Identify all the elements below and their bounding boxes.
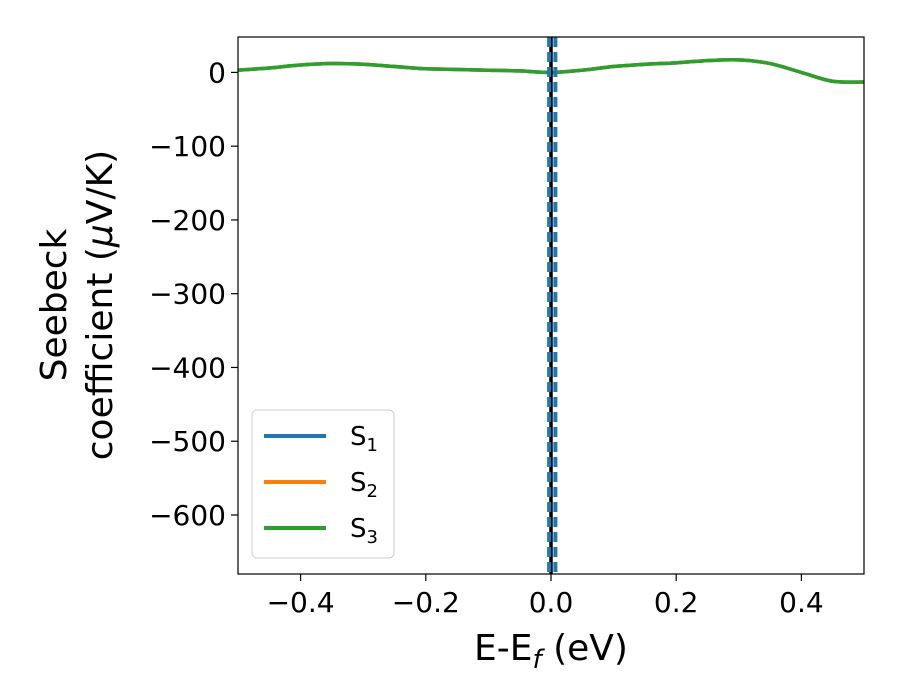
x-axis-label-main: E-E [474, 628, 532, 669]
legend-label-s3: S3 [350, 514, 378, 548]
y-tick-label: −600 [149, 499, 226, 532]
y-axis-label-line1: Seebeck [34, 228, 75, 381]
x-axis-label-unit: (eV) [542, 628, 628, 669]
y-axis-label-line2: coefficient (μV/K) [80, 150, 121, 460]
legend-label-s2: S2 [350, 468, 378, 502]
y-tick-label: −400 [149, 351, 226, 384]
y-tick-label: −500 [149, 425, 226, 458]
x-tick-label: 0.2 [654, 586, 699, 619]
x-tick-label: −0.4 [267, 586, 335, 619]
x-axis: −0.4 −0.2 0.0 0.2 0.4 [267, 574, 824, 619]
y-axis: 0 −100 −200 −300 −400 −500 −600 [149, 56, 238, 532]
y-axis-label: Seebeck coefficient (μV/K) [34, 150, 121, 460]
y-tick-label: −300 [149, 278, 226, 311]
y-tick-label: −100 [149, 130, 226, 163]
y-axis-label-unit: V/K) [80, 150, 121, 224]
x-tick-label: −0.2 [392, 586, 460, 619]
y-axis-label-prefix: coefficient ( [80, 247, 121, 460]
x-tick-label: 0.4 [779, 586, 824, 619]
legend: S1 S2 S3 [251, 409, 395, 559]
x-axis-label: E-Ef (eV) [474, 628, 628, 675]
y-axis-label-mu: μ [80, 224, 121, 248]
reference-lines-layer [547, 37, 558, 574]
legend-label-s1: S1 [350, 422, 378, 456]
y-tick-label: −200 [149, 204, 226, 237]
y-tick-label: 0 [208, 56, 226, 89]
x-tick-label: 0.0 [529, 586, 574, 619]
